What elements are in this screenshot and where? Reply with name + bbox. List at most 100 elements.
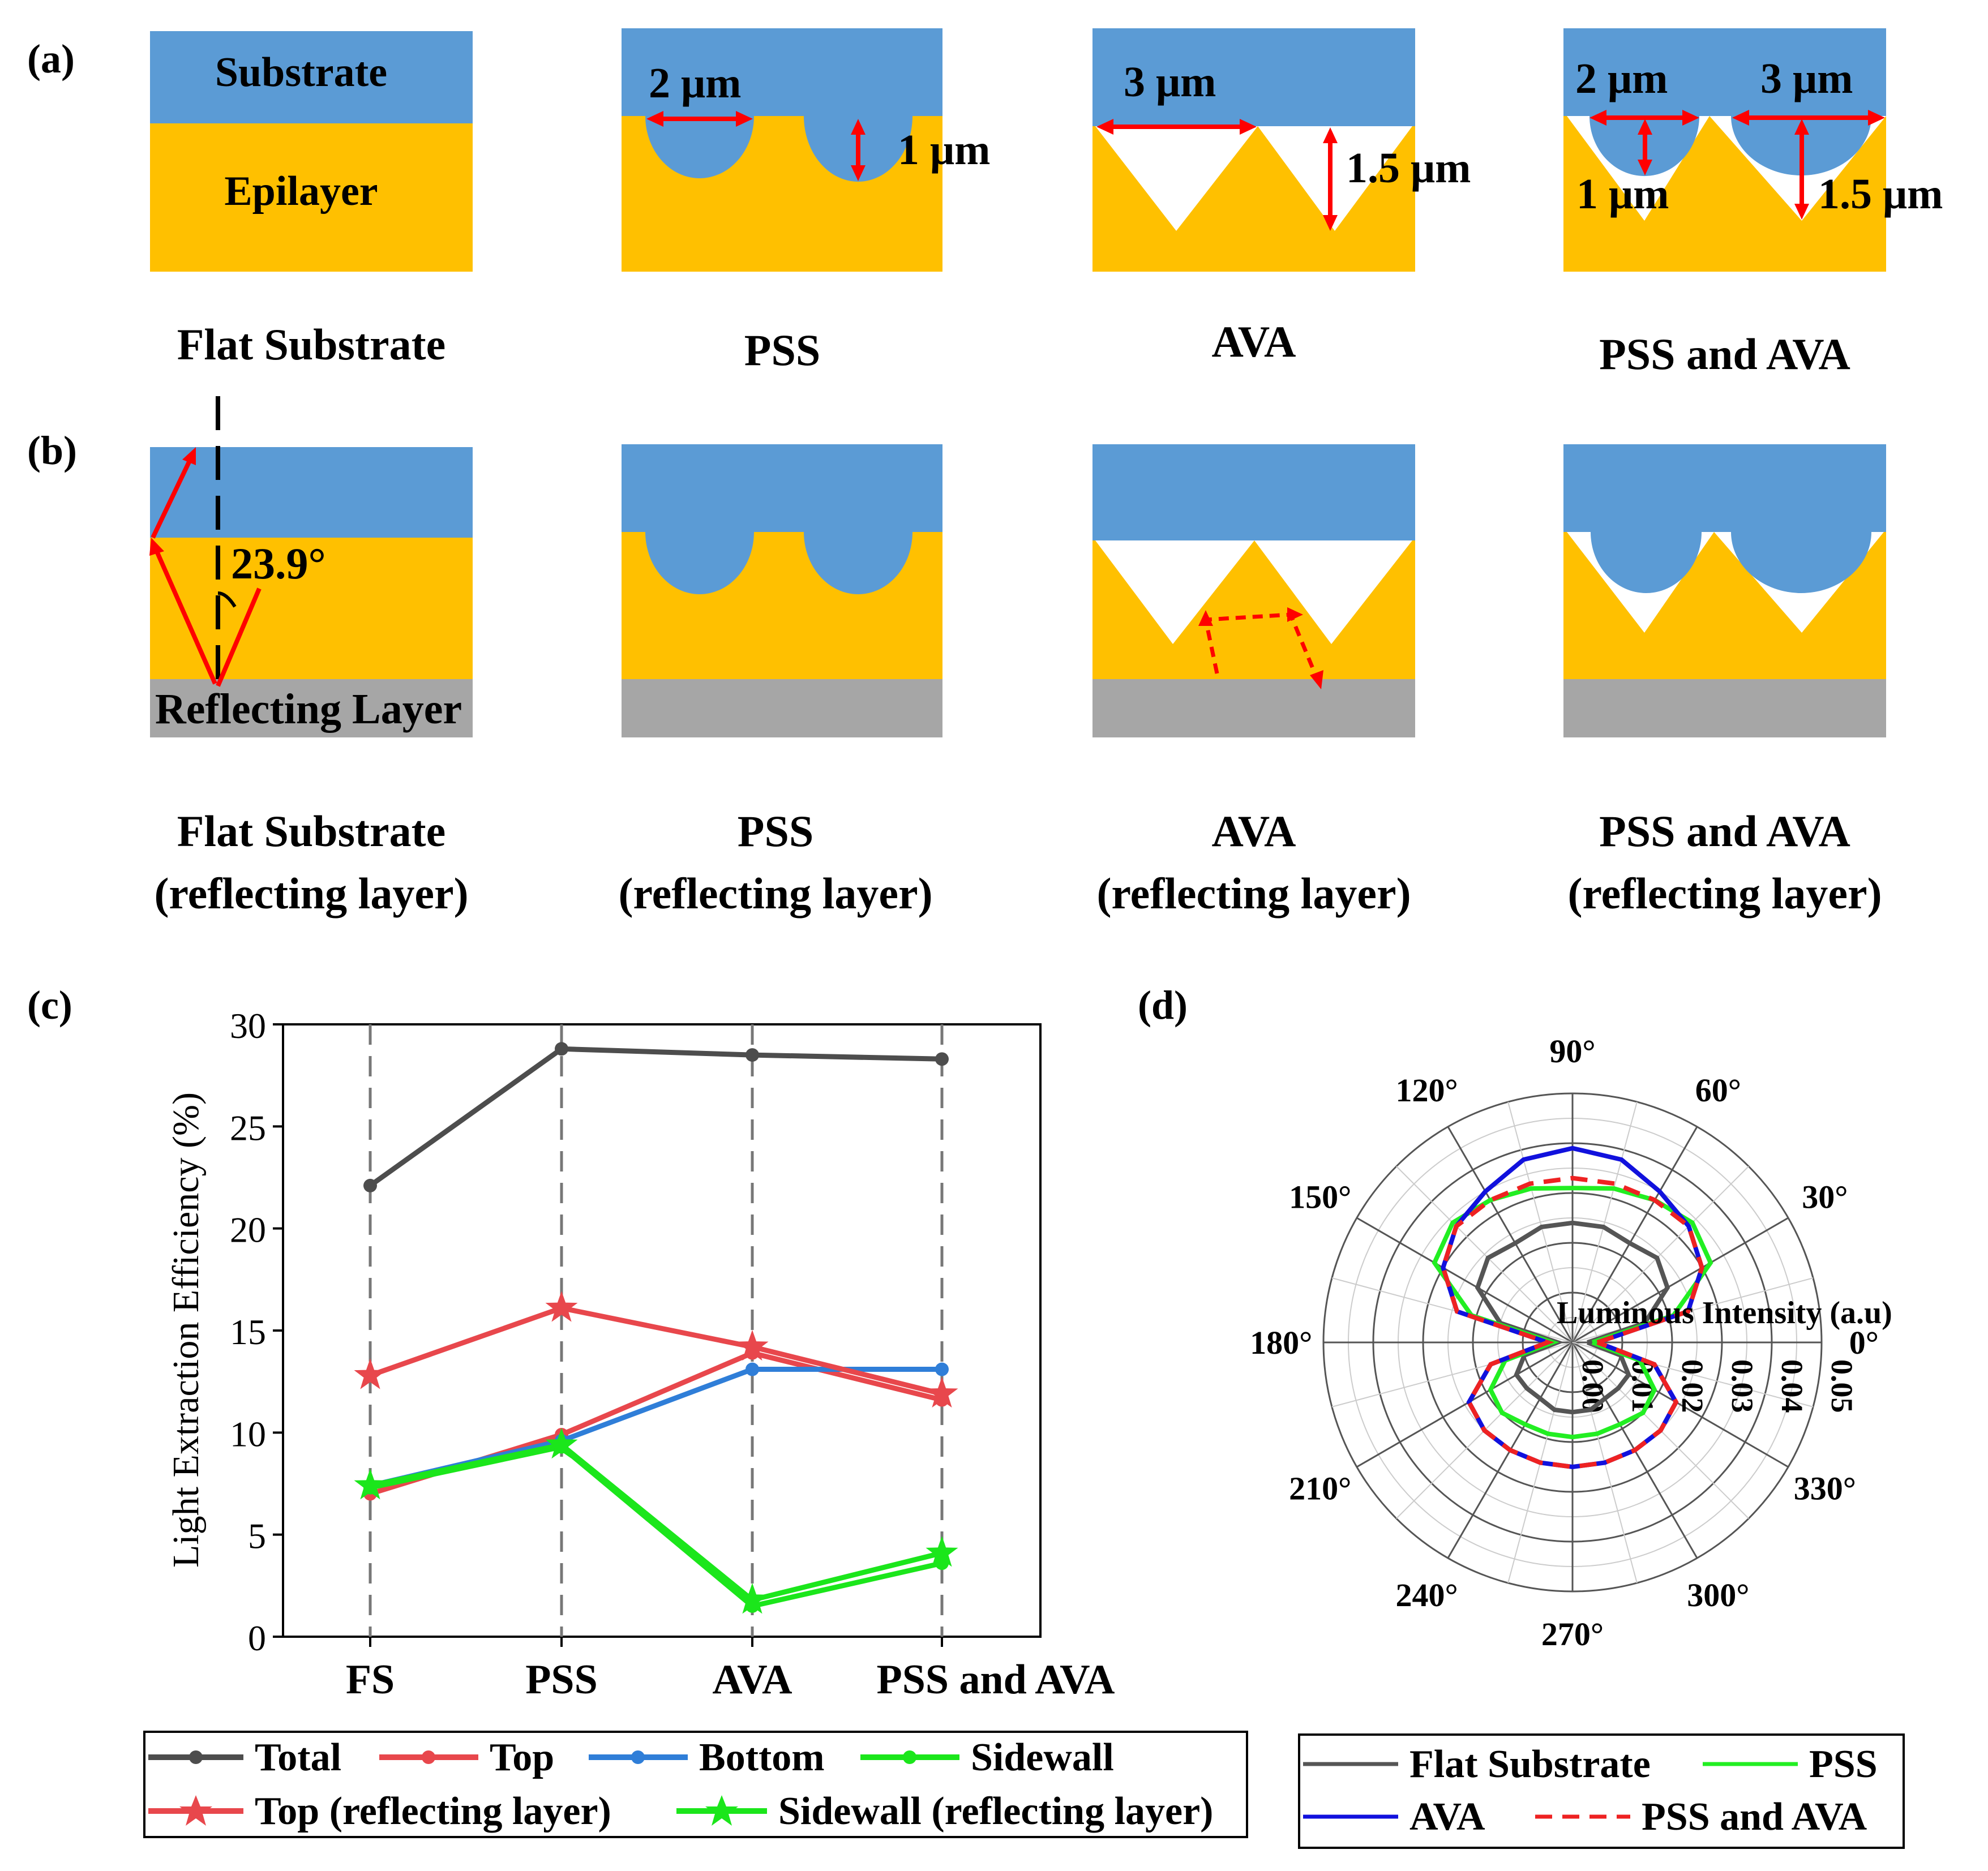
b3-void-1 [1095, 540, 1254, 644]
b-caption-1-line2: (reflecting layer) [154, 869, 468, 918]
d-angle-label-11: 330° [1794, 1470, 1856, 1507]
b1-flat-reflect: 23.9° Reflecting Layer [149, 396, 473, 737]
a3-substrate [1092, 28, 1415, 126]
d-spoke-210 [1356, 1341, 1573, 1468]
d-spoke-120 [1447, 1126, 1574, 1343]
d-grid [1322, 1092, 1823, 1593]
a4-pss-depth-label: 1 μm [1576, 170, 1669, 218]
a4-arrows [1589, 110, 1885, 220]
legend-c-top: Top [379, 1736, 554, 1779]
d-spoke-30 [1572, 1217, 1789, 1344]
legend-c-top-reflect-label: Top (reflecting layer) [255, 1790, 611, 1833]
c-ytick-label-5: 25 [230, 1108, 266, 1148]
b2-dome-2 [804, 532, 912, 594]
c-xtick-label-2: AVA [712, 1657, 792, 1703]
legend-c-sidewall-reflect-label: Sidewall (reflecting layer) [778, 1790, 1214, 1833]
d-angle-label-5: 150° [1289, 1179, 1351, 1216]
legend-d-pss-label: PSS [1809, 1743, 1878, 1786]
b4-dome-2 [1731, 532, 1871, 593]
a3-width-label: 3 μm [1124, 58, 1216, 106]
d-spoke-135 [1396, 1166, 1573, 1343]
legend-d-pss-ava-label: PSS and AVA [1642, 1795, 1867, 1839]
chart-d: 0° 30° 60° 90° 120° 150° 180° 210° 240° 270° 300° 3… [1250, 1033, 1892, 1653]
c-point-4-0 [354, 1358, 387, 1389]
legend-d-pss: PSS [1703, 1743, 1878, 1786]
a-caption-4: PSS and AVA [1599, 329, 1850, 379]
a2-depth-label: 1 μm [898, 126, 990, 174]
d-angle-label-0: 0° [1849, 1324, 1879, 1361]
a2-depth-arrow [851, 119, 866, 181]
legend-c-top-label: Top [490, 1736, 554, 1779]
c-point-0-2 [746, 1048, 759, 1062]
panel-label-c: (c) [27, 982, 72, 1028]
c-series-line-0 [369, 1046, 942, 1188]
legend-c-total: Total [148, 1736, 341, 1779]
chart-c: Light Extraction Efficiency (%) 0 5 10 15 20… [165, 1006, 1115, 1703]
legend-d-pss-ava: PSS and AVA [1535, 1795, 1867, 1839]
legend-d-ava: AVA [1303, 1795, 1485, 1839]
c-point-5-0 [354, 1469, 387, 1500]
b2-substrate [622, 444, 942, 532]
b1-ray-arrows [149, 447, 262, 687]
d-radial-tick-0: 0.00 [1576, 1359, 1610, 1413]
d-radial-tick-5: 0.05 [1825, 1359, 1859, 1413]
c-point-5-1 [545, 1428, 578, 1459]
b1-angle-arc [217, 591, 237, 608]
c-series-top-reflecting-layer- [354, 1291, 958, 1408]
b2-dome-1 [645, 532, 754, 594]
d-angle-label-1: 30° [1802, 1179, 1848, 1216]
a2-width-label: 2 μm [649, 59, 741, 107]
c-ytick-label-6: 30 [230, 1006, 266, 1046]
legend-c-sidewall-reflect: Sidewall (reflecting layer) [676, 1790, 1214, 1833]
d-radial-axis-label: Luminous Intensity (a.u) [1557, 1295, 1892, 1331]
legend-c-bottom-label: Bottom [699, 1736, 825, 1779]
c-xtick-label-3: PSS and AVA [877, 1657, 1115, 1703]
c-series-total [363, 1042, 949, 1192]
c-ytick-label-4: 20 [230, 1210, 266, 1250]
c-point-2-3 [935, 1362, 949, 1376]
d-angle-label-9: 270° [1541, 1616, 1604, 1653]
a1-epilayer-label: Epilayer [224, 168, 378, 214]
legend-c-top-reflect: Top (reflecting layer) [148, 1790, 611, 1833]
b1-substrate [150, 447, 473, 538]
a-caption-1: Flat Substrate [177, 320, 445, 369]
b4-substrate [1563, 444, 1886, 532]
panel-label-d: (d) [1138, 982, 1188, 1028]
legend-c: Total Top Bottom Sidewall Top (reflectin… [143, 1731, 1248, 1838]
legend-c-bottom: Bottom [589, 1736, 825, 1779]
a4-pss-and-ava: 2 μm 3 μm 1 μm 1.5 μm [1563, 28, 1943, 272]
a3-ava: 3 μm 1.5 μm [1092, 28, 1471, 272]
c-point-4-2 [736, 1329, 769, 1361]
d-series-pss-and-ava [1441, 1175, 1704, 1470]
legend-d-frame [1298, 1733, 1905, 1849]
a3-void-2 [1258, 126, 1412, 231]
legend-d-flat: Flat Substrate [1303, 1743, 1651, 1786]
b4-reflector [1563, 679, 1886, 737]
a3-depth-label: 1.5 μm [1346, 144, 1471, 192]
a4-substrate [1563, 28, 1886, 116]
a3-depth-arrow [1323, 127, 1338, 231]
b2-reflector [622, 679, 942, 737]
d-radial-tick-2: 0.02 [1676, 1359, 1709, 1413]
legend-d-ava-label: AVA [1409, 1795, 1485, 1839]
a4-ava-width-label: 3 μm [1760, 55, 1853, 102]
c-point-0-3 [935, 1052, 949, 1066]
b-caption-2-line2: (reflecting layer) [618, 869, 932, 918]
legend-c-sidewall-label: Sidewall [971, 1736, 1114, 1779]
legend-d: Flat Substrate PSS AVA PSS and AVA [1298, 1733, 1905, 1849]
b-caption-3-line2: (reflecting layer) [1096, 869, 1411, 918]
b1-angle-label: 23.9° [231, 539, 326, 588]
b-caption-4-line2: (reflecting layer) [1567, 869, 1882, 918]
c-y-axis-label: Light Extraction Efficiency (%) [165, 1092, 207, 1568]
d-angle-label-4: 120° [1395, 1072, 1458, 1109]
a1-substrate-label: Substrate [215, 49, 387, 96]
d-angle-label-2: 60° [1695, 1072, 1741, 1109]
a-caption-2: PSS [744, 325, 820, 375]
a4-pss-width-label: 2 μm [1575, 55, 1668, 102]
b-caption-3-line1: AVA [1212, 806, 1296, 856]
c-series-sidewall-reflecting-layer- [354, 1428, 958, 1614]
a-caption-3: AVA [1212, 317, 1296, 366]
a2-pss: 2 μm 1 μm [622, 28, 990, 272]
b-caption-2-line1: PSS [738, 806, 813, 856]
c-series-line-4 [369, 1305, 943, 1397]
